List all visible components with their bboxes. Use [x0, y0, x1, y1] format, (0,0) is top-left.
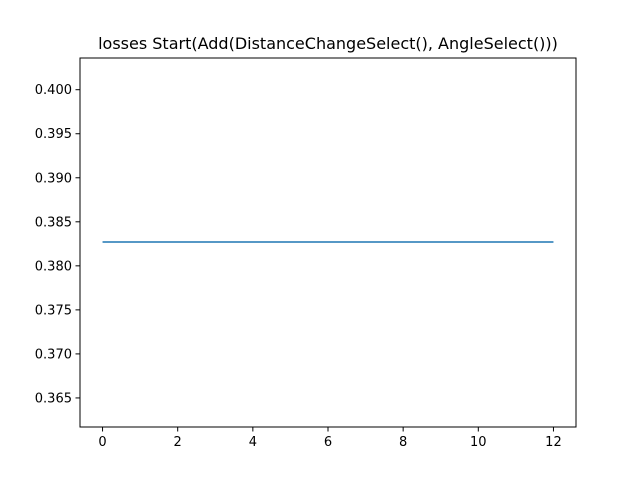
plot-area-frame: [79, 57, 577, 428]
x-tick-label: 2: [174, 435, 182, 450]
x-tick-label: 12: [545, 435, 562, 450]
chart-title: losses Start(Add(DistanceChangeSelect(),…: [98, 34, 558, 53]
y-tick-label: 0.380: [35, 259, 72, 274]
y-tick-label: 0.395: [35, 127, 72, 142]
x-tick-label: 4: [249, 435, 257, 450]
y-axis-ticks: 0.365 0.370 0.375 0.380 0.385 0.390 0.395 0.400: [35, 83, 80, 406]
y-tick-label: 0.365: [35, 391, 72, 406]
y-tick-label: 0.385: [35, 215, 72, 230]
x-tick-label: 6: [324, 435, 332, 450]
y-tick-label: 0.370: [35, 347, 72, 362]
x-tick-label: 10: [470, 435, 487, 450]
x-tick-label: 8: [399, 435, 407, 450]
y-tick-label: 0.375: [35, 303, 72, 318]
y-tick-label: 0.400: [35, 83, 72, 98]
x-tick-label: 0: [98, 435, 106, 450]
x-axis-ticks: 0 2 4 6 8 10 12: [98, 427, 562, 450]
y-tick-label: 0.390: [35, 171, 72, 186]
